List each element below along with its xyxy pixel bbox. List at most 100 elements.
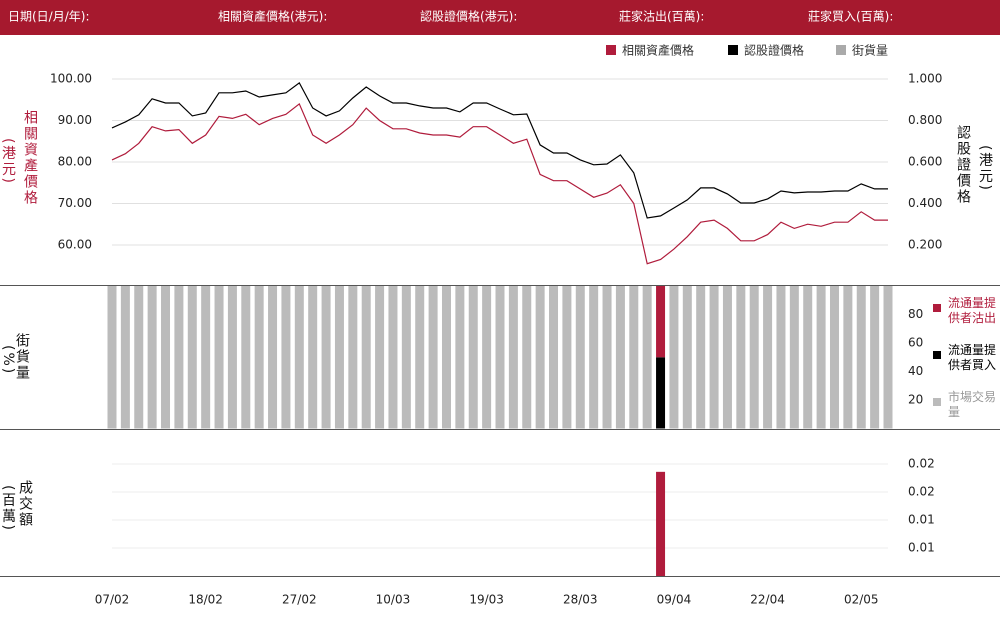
bar-segment (709, 286, 719, 429)
bar-segment (549, 286, 559, 429)
bar-segment (254, 286, 264, 429)
x-tick-label: 19/03 (469, 593, 504, 607)
bar-segment (870, 286, 880, 429)
y2-tick-label: 0.600 (908, 154, 942, 168)
bar-segment (629, 286, 639, 429)
y-axis-unit: (港元) (0, 138, 16, 185)
bar (656, 471, 666, 576)
bar-segment (589, 286, 599, 429)
legend-label: 流通量提供者沽出 (948, 296, 997, 325)
y-axis-unit: (百萬) (0, 485, 16, 532)
bar-segment (281, 286, 291, 429)
bar-segment (227, 286, 237, 429)
bar-segment (334, 286, 344, 429)
bar-segment (508, 286, 518, 429)
x-tick-label: 22/04 (750, 593, 785, 607)
bar-segment (348, 286, 358, 429)
y2-axis-label: 認股證價格 (955, 125, 971, 205)
bar-segment (120, 286, 130, 429)
bar-segment (107, 286, 117, 429)
y-axis-label: 相關資產價格 (22, 110, 38, 206)
y-axis-label: 街貨量 (14, 333, 30, 381)
y-tick-label: 80 (908, 307, 923, 321)
bar-segment (883, 286, 893, 429)
bar-segment (321, 286, 331, 429)
header-field: 莊家買入(百萬): (808, 9, 893, 24)
bar-segment (856, 286, 866, 429)
y-tick-label: 0.02 (908, 457, 935, 471)
legend-label: 市場交易量 (948, 390, 997, 419)
y2-tick-label: 0.200 (908, 237, 942, 251)
y2-tick-label: 0.800 (908, 113, 942, 127)
x-tick-label: 18/02 (188, 593, 223, 607)
bar-segment (495, 286, 505, 429)
header-field: 莊家沽出(百萬): (619, 9, 704, 24)
bar-segment (696, 286, 706, 429)
bar-segment (308, 286, 318, 429)
legend-label: 街貨量 (852, 43, 888, 58)
legend-label: 認股證價格 (744, 43, 804, 58)
header-field: 相關資產價格(港元): (218, 9, 327, 24)
bar-segment (161, 286, 171, 429)
legend-swatch (606, 45, 616, 55)
bar-segment (602, 286, 612, 429)
bar-segment (455, 286, 465, 429)
bar-segment (749, 286, 759, 429)
y-tick-label: 0.01 (908, 541, 935, 555)
y2-tick-label: 1.000 (908, 71, 942, 85)
bar-segment (482, 286, 492, 429)
bar-segment (575, 286, 585, 429)
bar-segment (361, 286, 371, 429)
y-tick-label: 0.01 (908, 513, 935, 527)
y-tick-label: 20 (908, 393, 923, 407)
bar-segment (615, 286, 625, 429)
bar-segment (562, 286, 572, 429)
legend-swatch (933, 351, 941, 359)
legend-swatch (728, 45, 738, 55)
bar-segment (829, 286, 839, 429)
bar-segment (763, 286, 773, 429)
bar-segment (415, 286, 425, 429)
header-field: 日期(日/月/年): (8, 10, 90, 24)
bar-segment (375, 286, 385, 429)
line-series (111, 102, 888, 265)
y-tick-label: 60 (908, 336, 923, 350)
bar-segment (522, 286, 532, 429)
bar-segment (134, 286, 144, 429)
bar-segment (843, 286, 853, 429)
legend-swatch (933, 398, 941, 406)
y2-tick-label: 0.400 (908, 196, 942, 210)
bar-segment (428, 286, 438, 429)
bar-segment (669, 286, 679, 429)
y2-axis-unit: (港元) (977, 145, 993, 192)
line-series (111, 82, 888, 219)
bar-segment (441, 286, 451, 429)
y-tick-label: 80.00 (58, 155, 92, 169)
y-tick-label: 70.00 (58, 196, 92, 210)
legend-swatch (836, 45, 846, 55)
y-tick-label: 90.00 (58, 113, 92, 127)
bar-segment (187, 286, 197, 429)
header-bar (0, 0, 1000, 35)
legend-label: 流通量提供者買入 (948, 343, 997, 372)
y-axis-label: 成交額 (17, 480, 33, 528)
bar-segment (241, 286, 251, 429)
x-tick-label: 07/02 (95, 593, 130, 607)
y-tick-label: 40 (908, 364, 923, 378)
bar-segment (147, 286, 157, 429)
y-axis-unit: (%) (0, 345, 16, 376)
bar-segment (722, 286, 732, 429)
bar-segment (816, 286, 826, 429)
bar-segment (401, 286, 411, 429)
header-field: 認股證價格(港元): (420, 9, 517, 24)
legend-label: 相關資產價格 (622, 43, 694, 58)
y-tick-label: 0.02 (908, 485, 935, 499)
y-tick-label: 60.00 (58, 237, 92, 251)
bar-segment (201, 286, 211, 429)
y-tick-label: 100.00 (50, 72, 92, 86)
bar-segment (294, 286, 304, 429)
bar-segment (789, 286, 799, 429)
bar-segment (642, 286, 652, 429)
bar-segment (736, 286, 746, 429)
